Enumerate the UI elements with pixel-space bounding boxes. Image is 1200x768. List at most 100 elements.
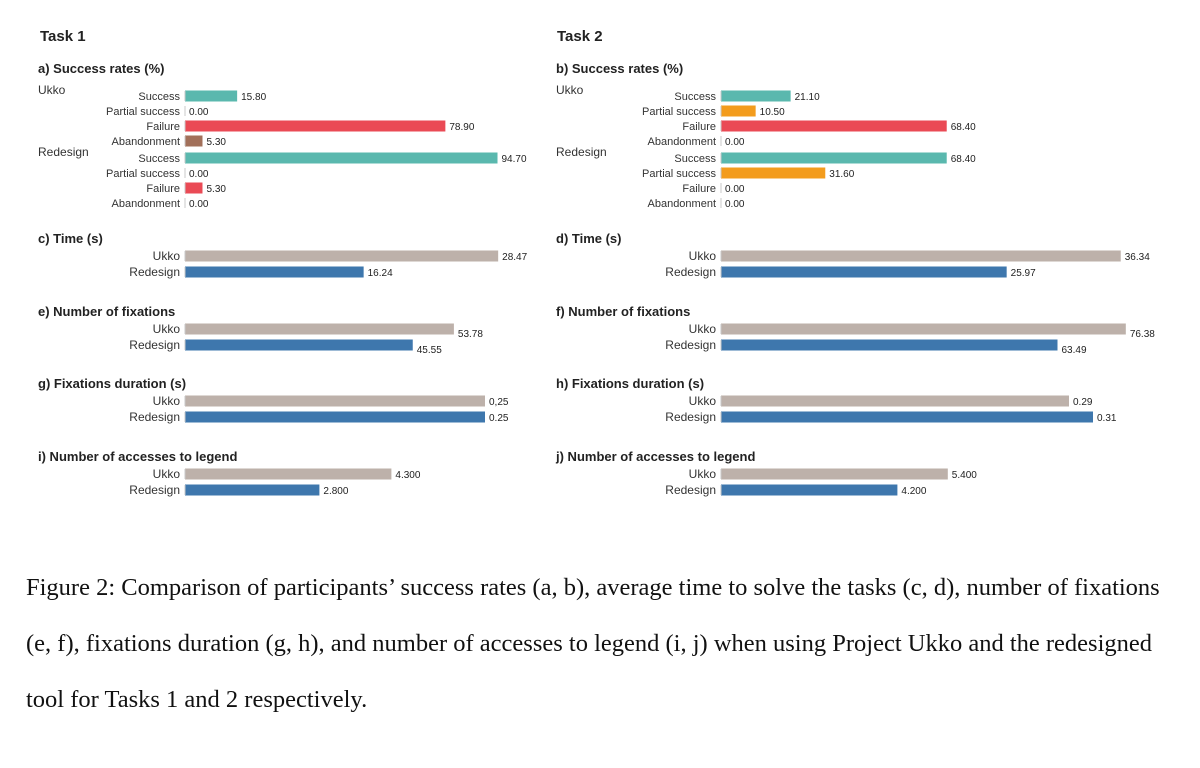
value-label: 0.31	[1097, 413, 1117, 424]
bar-label-redesign: Redesign	[665, 338, 716, 352]
bar-label-redesign: Redesign	[129, 265, 180, 279]
value-label: 25.97	[1011, 268, 1036, 279]
bar-redesign	[185, 484, 320, 496]
value-label: 21.10	[795, 92, 820, 103]
task-1-title: Task 1	[40, 28, 86, 45]
bar-success	[721, 152, 947, 164]
panel-a-title: a) Success rates (%)	[38, 61, 164, 76]
panel-g-title: g) Fixations duration (s)	[38, 376, 186, 391]
value-label: 4.200	[901, 486, 926, 497]
bar-failure	[185, 182, 203, 194]
value-label: 53.78	[458, 329, 483, 340]
category-label: Partial success	[642, 106, 716, 118]
panel-i-title: i) Number of accesses to legend	[38, 449, 237, 464]
value-label: 68.40	[951, 154, 976, 165]
bar-ukko	[185, 468, 392, 480]
category-label: Abandonment	[648, 198, 717, 210]
bar-redesign	[721, 484, 898, 496]
value-label: 28.47	[502, 252, 527, 263]
value-label: 63.49	[1061, 345, 1086, 356]
bar-label-ukko: Ukko	[689, 322, 717, 336]
group-label-ukko: Ukko	[556, 83, 584, 97]
bar-failure	[721, 120, 947, 132]
bar-success	[185, 90, 238, 102]
group-label-redesign: Redesign	[38, 145, 89, 159]
bar-partial-success	[721, 105, 756, 117]
category-label: Failure	[146, 121, 180, 133]
bar-label-ukko: Ukko	[153, 249, 181, 263]
category-label: Partial success	[642, 168, 716, 180]
value-label: 0.00	[189, 107, 209, 118]
bar-label-ukko: Ukko	[689, 394, 717, 408]
category-label: Failure	[682, 183, 716, 195]
value-label: 45.55	[417, 345, 442, 356]
bar-label-ukko: Ukko	[689, 249, 717, 263]
panel-f-title: f) Number of fixations	[556, 304, 690, 319]
bar-label-redesign: Redesign	[665, 410, 716, 424]
bar-failure	[185, 120, 446, 132]
category-label: Abandonment	[648, 136, 717, 148]
bar-abandonment	[185, 135, 203, 147]
bar-success	[185, 152, 498, 164]
category-label: Partial success	[106, 168, 180, 180]
bar-ukko	[721, 323, 1126, 335]
value-label: 36.34	[1125, 252, 1150, 263]
figure-caption: Figure 2: Comparison of participants’ su…	[26, 574, 1160, 713]
bar-label-ukko: Ukko	[153, 467, 181, 481]
bar-ukko	[721, 250, 1121, 262]
value-label: 0.25	[489, 413, 509, 424]
task-2-title: Task 2	[557, 28, 603, 45]
bar-redesign	[721, 339, 1058, 351]
panel-c-title: c) Time (s)	[38, 231, 103, 246]
bar-label-redesign: Redesign	[665, 483, 716, 497]
panel-e-title: e) Number of fixations	[38, 304, 175, 319]
value-label: 5.30	[206, 184, 226, 195]
value-label: 0,25	[489, 397, 509, 408]
value-label: 16.24	[368, 268, 393, 279]
value-label: 0.00	[725, 137, 745, 148]
bar-ukko	[185, 395, 485, 407]
bar-ukko	[185, 250, 499, 262]
bar-partial-success	[721, 167, 826, 179]
panel-j-title: j) Number of accesses to legend	[555, 449, 755, 464]
category-label: Abandonment	[112, 136, 181, 148]
bar-ukko	[185, 323, 454, 335]
bar-redesign	[721, 266, 1007, 278]
value-label: 0.00	[725, 199, 745, 210]
bar-success	[721, 90, 791, 102]
bar-redesign	[185, 411, 485, 423]
value-label: 76.38	[1130, 329, 1155, 340]
value-label: 0.00	[189, 169, 209, 180]
category-label: Success	[138, 91, 180, 103]
bar-redesign	[185, 266, 364, 278]
category-label: Failure	[682, 121, 716, 133]
panel-h-title: h) Fixations duration (s)	[556, 376, 704, 391]
value-label: 2.800	[323, 486, 348, 497]
bar-label-ukko: Ukko	[689, 467, 717, 481]
value-label: 5.30	[206, 137, 226, 148]
category-label: Abandonment	[112, 198, 181, 210]
category-label: Success	[674, 91, 716, 103]
bar-ukko	[721, 468, 948, 480]
category-label: Success	[674, 153, 716, 165]
value-label: 5.400	[952, 470, 977, 481]
value-label: 68.40	[951, 122, 976, 133]
category-label: Partial success	[106, 106, 180, 118]
panel-d-title: d) Time (s)	[556, 231, 622, 246]
bar-label-redesign: Redesign	[129, 338, 180, 352]
bar-redesign	[185, 339, 413, 351]
value-label: 0.00	[189, 199, 209, 210]
bar-label-redesign: Redesign	[129, 483, 180, 497]
value-label: 31.60	[829, 169, 854, 180]
value-label: 0.29	[1073, 397, 1093, 408]
bar-label-ukko: Ukko	[153, 394, 181, 408]
bar-label-redesign: Redesign	[129, 410, 180, 424]
bar-label-ukko: Ukko	[153, 322, 181, 336]
value-label: 10.50	[760, 107, 785, 118]
value-label: 94.70	[502, 154, 527, 165]
value-label: 15.80	[241, 92, 266, 103]
category-label: Failure	[146, 183, 180, 195]
bar-ukko	[721, 395, 1069, 407]
value-label: 4.300	[395, 470, 420, 481]
